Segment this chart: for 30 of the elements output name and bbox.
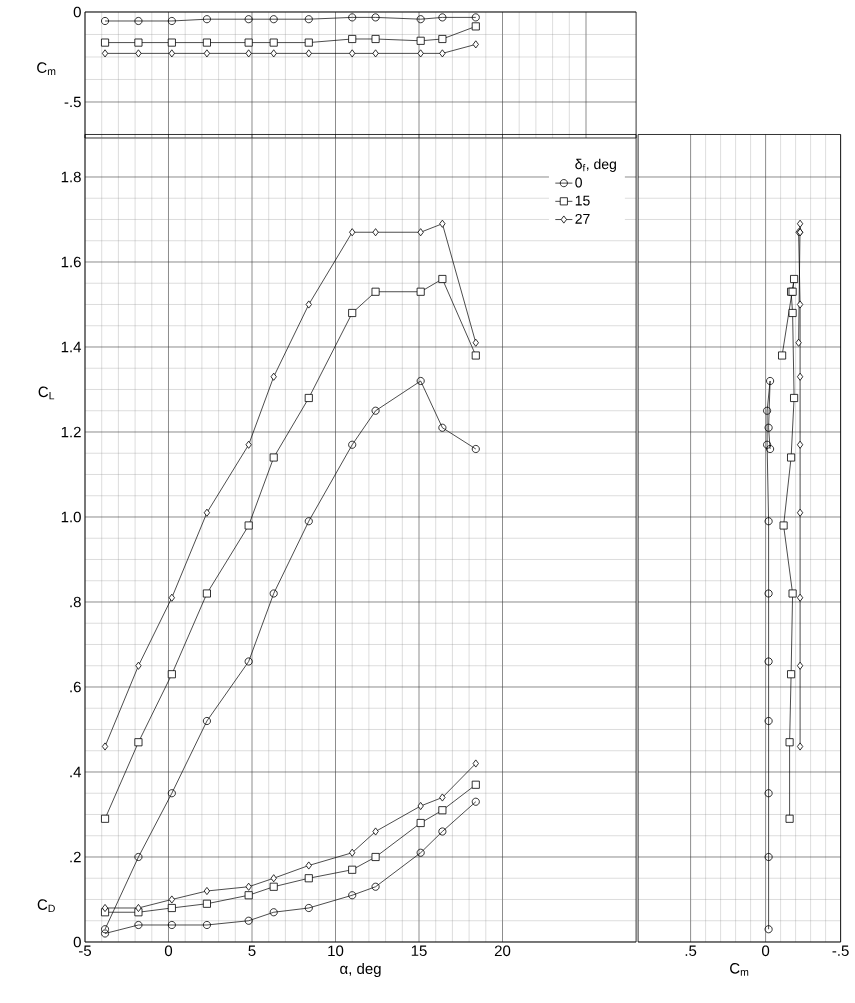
y-tick-label: 1.0 [61, 511, 81, 523]
x-tick-label: 20 [494, 945, 511, 957]
y-tick-label: .4 [70, 766, 82, 778]
legend-label: 0 [575, 177, 582, 188]
x-tick-label: 0 [762, 945, 770, 957]
y-tick-label: -.5 [64, 96, 81, 108]
x-tick-label: 5 [248, 945, 256, 956]
y-tick-label: 0 [73, 6, 81, 18]
x-tick-label: -5 [78, 945, 92, 956]
y-tick-label: 0 [73, 936, 81, 948]
legend-label: 15 [575, 195, 590, 206]
x-tick-label: -.5 [832, 945, 849, 956]
y-axis-title: C$_{L}$ [38, 386, 55, 400]
x-tick-label: .5 [685, 945, 697, 956]
x-axis-title: C$_{m}$ [730, 963, 749, 976]
y-tick-label: 1.2 [61, 426, 81, 438]
text: C$_{D}$ [37, 899, 55, 913]
y-tick-label: 1.4 [61, 341, 82, 353]
y-tick-label: 1.6 [61, 256, 81, 268]
x-axis-title: α, deg [340, 963, 381, 977]
legend-label: 27 [575, 213, 590, 224]
y-tick-label: .2 [70, 851, 81, 863]
y-tick-label: .6 [70, 681, 81, 693]
x-tick-label: 10 [328, 945, 344, 957]
y-axis-title: C$_{m}$ [37, 62, 56, 76]
x-tick-label: 15 [411, 945, 427, 956]
y-tick-label: 1.8 [61, 171, 81, 183]
legend-title: δ$_{f}$, deg [575, 158, 616, 172]
y-tick-label: .8 [70, 596, 81, 608]
x-tick-label: 0 [164, 945, 173, 957]
